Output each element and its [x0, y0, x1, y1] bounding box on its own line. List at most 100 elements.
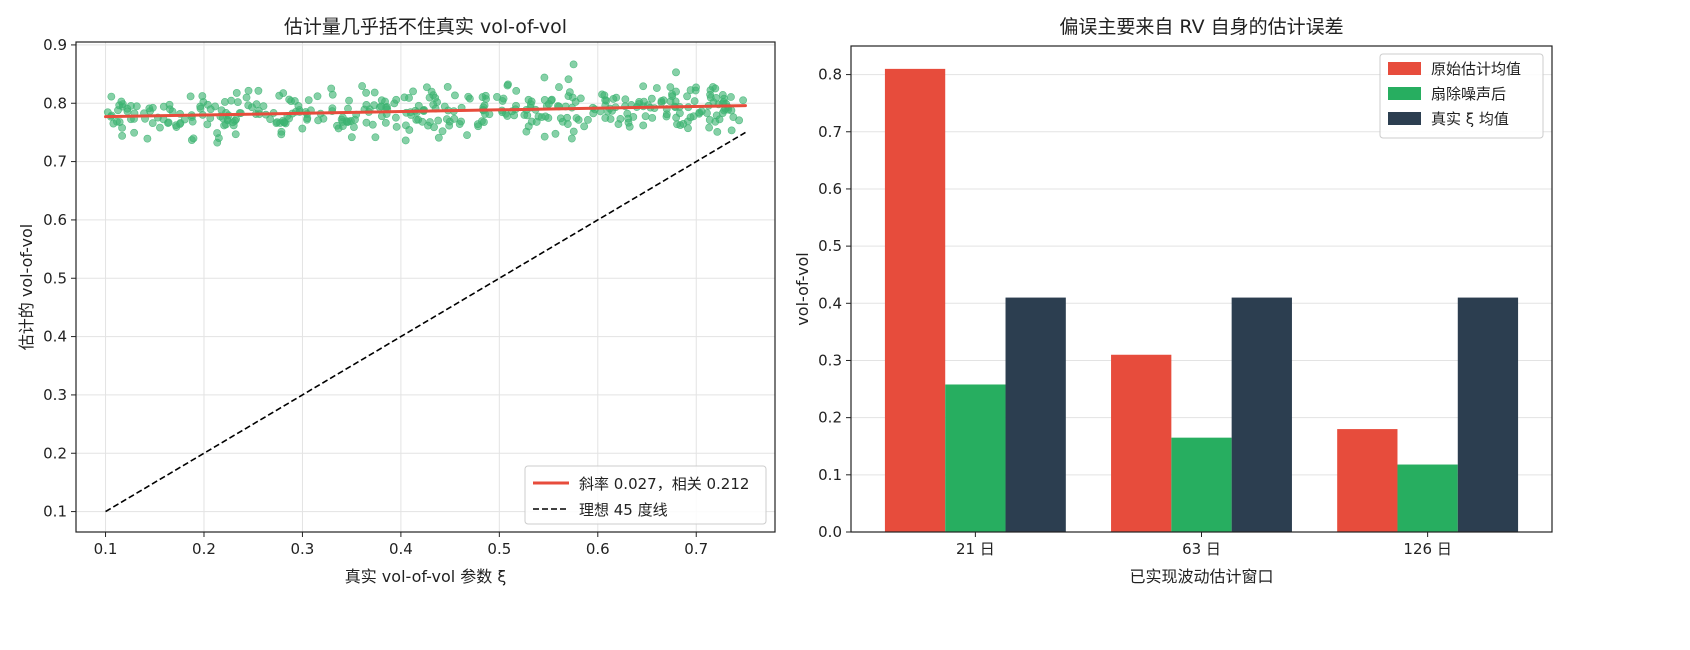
right-y-tick-label: 0.2: [818, 409, 842, 427]
scatter-point: [130, 128, 139, 137]
right-y-axis-label: vol-of-vol: [793, 252, 812, 325]
scatter-point: [443, 83, 452, 91]
scatter-point: [422, 83, 431, 92]
right-x-tick-label: 63 日: [1182, 540, 1221, 558]
scatter-point: [377, 112, 386, 121]
scatter-point: [280, 118, 288, 127]
scatter-point: [405, 94, 413, 102]
scatter-point: [540, 132, 549, 141]
scatter-point: [277, 130, 286, 139]
scatter-point: [118, 132, 127, 140]
scatter-point: [196, 102, 205, 111]
scatter-point: [624, 114, 633, 123]
scatter-point: [683, 92, 691, 101]
left-x-tick-label: 0.1: [94, 540, 118, 558]
scatter-point: [451, 91, 459, 100]
scatter-point: [739, 96, 748, 105]
scatter-point: [242, 93, 251, 102]
fit-line: [104, 104, 747, 119]
scatter-point: [377, 102, 386, 111]
scatter-point: [227, 96, 236, 105]
scatter-point: [532, 118, 541, 126]
legend-swatch-true-xi-mean: [1388, 112, 1421, 125]
ideal-45-degree-line: [105, 131, 746, 513]
scatter-point: [493, 93, 501, 101]
scatter-point: [713, 127, 722, 136]
scatter-point: [424, 121, 432, 130]
scatter-point: [503, 81, 512, 90]
legend-label-raw-mean: 原始估计均值: [1431, 60, 1521, 78]
scatter-point: [718, 91, 727, 99]
scatter-point: [686, 86, 695, 95]
bar-raw-mean: [884, 68, 946, 532]
right-y-tick-label: 0.6: [818, 180, 842, 198]
left-y-tick-label: 0.9: [43, 36, 67, 54]
scatter-point: [266, 115, 275, 124]
scatter-point: [409, 87, 417, 96]
scatter-point: [540, 73, 549, 82]
scatter-point: [706, 90, 715, 99]
scatter-point: [616, 114, 625, 123]
scatter-point: [625, 122, 634, 131]
scatter-point: [601, 114, 610, 122]
scatter-point: [478, 93, 487, 101]
left-chart-title: 估计量几乎括不住真实 vol-of-vol: [284, 16, 567, 38]
left-y-axis-label: 估计的 vol-of-vol: [17, 224, 36, 350]
right-y-tick-label: 0.5: [818, 237, 842, 255]
scatter-point: [555, 83, 563, 91]
scatter-point: [639, 82, 648, 91]
scatter-point: [440, 102, 449, 111]
scatter-point: [206, 105, 215, 114]
scatter-point: [118, 123, 126, 132]
bar-true-xi-mean: [1457, 297, 1519, 532]
scatter-point: [564, 75, 573, 84]
scatter-point: [641, 112, 650, 121]
scatter-point: [381, 119, 390, 127]
scatter-point: [254, 86, 263, 95]
scatter-point: [711, 117, 720, 126]
right-chart: 0.0 0.1 0.2 0.3 0.4 0.5 0.6 0.7 0.8 21 日 63 日 126 日…: [793, 16, 1553, 586]
bar-denoised: [1171, 437, 1232, 532]
scatter-point: [259, 102, 268, 111]
scatter-point: [328, 90, 337, 99]
scatter-point: [345, 96, 353, 105]
right-y-tick-label: 0.4: [818, 294, 842, 312]
scatter-point: [729, 113, 738, 122]
scatter-point: [148, 119, 157, 128]
scatter-point: [657, 97, 666, 105]
scatter-point: [480, 118, 488, 126]
scatter-point: [571, 98, 580, 106]
scatter-point: [474, 122, 483, 131]
scatter-point: [214, 134, 223, 142]
scatter-point: [434, 133, 443, 142]
left-legend: 斜率 0.027，相关 0.212 理想 45 度线: [524, 465, 767, 525]
scatter-point: [156, 123, 164, 132]
scatter-point: [589, 109, 598, 118]
scatter-point: [673, 120, 681, 129]
scatter-point: [652, 84, 661, 92]
scatter-point: [647, 94, 656, 103]
right-legend: 原始估计均值 扇除噪声后 真实 ξ 均值: [1379, 53, 1544, 139]
left-y-tick-label: 0.8: [43, 94, 67, 112]
scatter-point: [455, 120, 464, 128]
left-y-tick-label: 0.4: [43, 328, 67, 346]
scatter-point: [402, 121, 410, 130]
scatter-point: [705, 123, 714, 132]
scatter-point: [727, 93, 735, 101]
bar-raw-mean: [1337, 429, 1398, 532]
right-y-tick-label: 0.8: [818, 66, 842, 84]
scatter-point: [527, 97, 536, 106]
scatter-point: [358, 82, 367, 90]
scatter-point: [333, 121, 341, 130]
scatter-point: [564, 92, 573, 101]
left-x-tick-label: 0.6: [586, 540, 610, 558]
scatter-point: [123, 107, 132, 116]
scatter-point: [690, 97, 699, 106]
scatter-point: [672, 113, 681, 122]
right-x-tick-label: 126 日: [1403, 540, 1451, 558]
scatter-point: [107, 92, 116, 101]
right-chart-title: 偏误主要来自 RV 自身的估计误差: [1059, 16, 1343, 38]
scatter-point: [544, 114, 553, 122]
scatter-point: [392, 122, 401, 131]
left-x-tick-label: 0.7: [684, 540, 708, 558]
